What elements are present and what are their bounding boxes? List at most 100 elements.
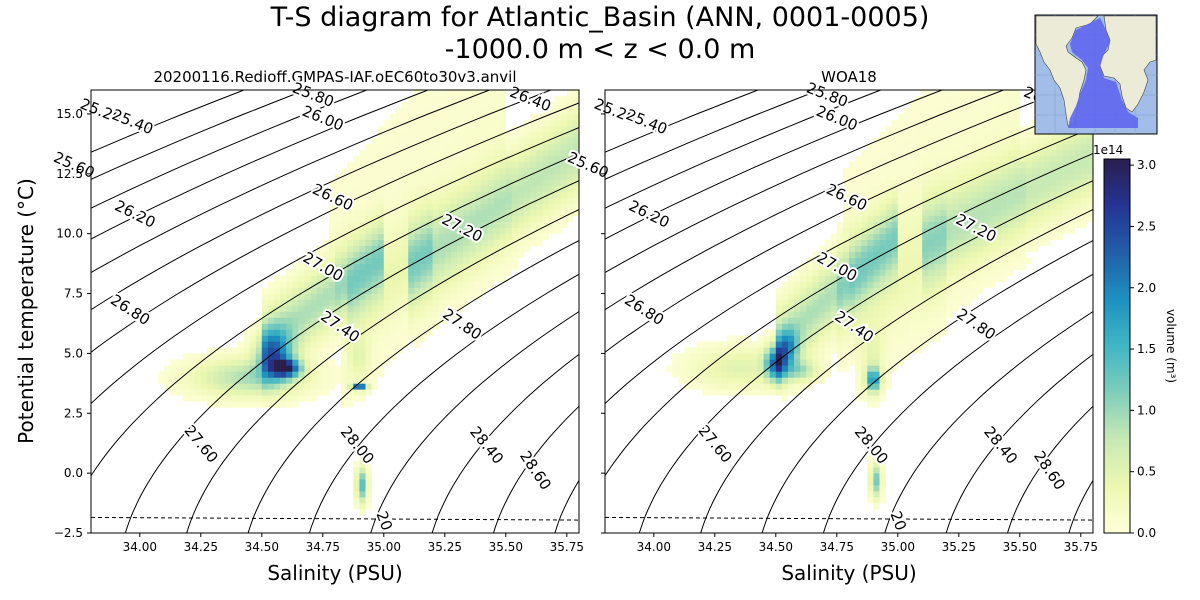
heatmap-cell (781, 383, 789, 390)
heatmap-cell (910, 179, 917, 187)
heatmap-cell (672, 371, 679, 378)
heatmap-cell (995, 191, 1002, 199)
heatmap-cell (903, 311, 911, 318)
heatmap-cell (389, 299, 397, 306)
heatmap-cell (873, 143, 880, 151)
heatmap-cell (194, 359, 202, 366)
heatmap-cell (298, 383, 305, 390)
heatmap-cell (353, 215, 360, 222)
heatmap-cell (255, 389, 263, 396)
heatmap-woa18 (666, 90, 1093, 510)
heatmap-cell (830, 341, 838, 348)
heatmap-cell (733, 353, 740, 360)
heatmap-cell (928, 137, 935, 145)
heatmap-cell (420, 143, 427, 151)
heatmap-cell (365, 263, 372, 270)
heatmap-cell (371, 293, 378, 300)
heatmap-cell (794, 383, 801, 390)
heatmap-cell (757, 383, 764, 390)
heatmap-cell (952, 257, 960, 264)
heatmap-cell (414, 275, 421, 282)
heatmap-cell (426, 209, 433, 216)
heatmap-cell (788, 365, 795, 372)
heatmap-cell (475, 143, 482, 151)
heatmap-cell (566, 119, 574, 127)
heatmap-cell (952, 96, 960, 103)
heatmap-cell (432, 185, 439, 193)
heatmap-cell (934, 143, 941, 151)
heatmap-cell (781, 299, 789, 306)
heatmap-cell (989, 179, 996, 187)
heatmap-cell (304, 353, 311, 360)
heatmap-cell (371, 239, 378, 246)
heatmap-cell (922, 335, 929, 342)
heatmap-cell (267, 299, 275, 306)
heatmap-cell (353, 161, 360, 169)
heatmap-cell (371, 317, 378, 324)
heatmap-cell (849, 311, 856, 318)
heatmap-cell (794, 389, 801, 396)
heatmap-cell (389, 269, 397, 276)
heatmap-cell (469, 108, 476, 115)
heatmap-cell (1080, 137, 1088, 145)
heatmap-cell (678, 377, 685, 384)
heatmap-cell (383, 155, 391, 163)
heatmap-cell (359, 173, 366, 181)
heatmap-cell (389, 323, 397, 330)
heatmap-cell (806, 263, 813, 270)
heatmap-cell (1025, 149, 1033, 157)
heatmap-cell (842, 287, 850, 294)
heatmap-cell (365, 143, 372, 151)
heatmap-cell (536, 215, 543, 222)
heatmap-cell (572, 131, 579, 139)
heatmap-cell (402, 323, 409, 330)
heatmap-cell (849, 227, 856, 234)
heatmap-cell (304, 365, 311, 372)
heatmap-cell (830, 299, 838, 306)
heatmap-cell (353, 179, 360, 187)
heatmap-cell (389, 137, 397, 145)
heatmap-cell (903, 347, 911, 354)
heatmap-cell (414, 341, 421, 348)
heatmap-cell (977, 227, 984, 234)
heatmap-cell (450, 305, 458, 312)
heatmap-cell (353, 497, 360, 504)
heatmap-cell (457, 245, 464, 252)
heatmap-cell (200, 371, 208, 378)
heatmap-cell (940, 143, 947, 151)
heatmap-cell (377, 323, 385, 330)
heatmap-cell (267, 329, 275, 336)
heatmap-cell (1062, 221, 1069, 228)
heatmap-cell (371, 245, 378, 252)
heatmap-cell (469, 275, 476, 282)
heatmap-cell (475, 191, 482, 199)
heatmap-cell (542, 143, 549, 151)
heatmap-cell (396, 311, 403, 318)
heatmap-cell (885, 221, 892, 228)
heatmap-cell (885, 365, 892, 372)
heatmap-cell (952, 173, 960, 181)
heatmap-cell (475, 137, 482, 145)
heatmap-cell (751, 365, 758, 372)
heatmap-cell (1038, 179, 1045, 187)
heatmap-cell (298, 347, 305, 354)
heatmap-cell (1001, 167, 1008, 175)
heatmap-cell (328, 377, 336, 384)
heatmap-cell (426, 329, 433, 336)
heatmap-cell (903, 353, 911, 360)
heatmap-cell (481, 245, 488, 252)
heatmap-cell (365, 227, 372, 234)
heatmap-cell (836, 251, 844, 258)
heatmap-cell (444, 108, 452, 115)
heatmap-cell (548, 155, 555, 163)
heatmap-cell (310, 257, 317, 264)
heatmap-cell (432, 275, 439, 282)
heatmap-cell (1001, 275, 1008, 282)
heatmap-cell (1013, 96, 1021, 103)
heatmap-cell (818, 281, 825, 288)
heatmap-cell (910, 203, 917, 210)
heatmap-cell (341, 227, 348, 234)
heatmap-cell (910, 263, 917, 270)
heatmap-cell (457, 167, 464, 175)
heatmap-cell (469, 149, 476, 157)
